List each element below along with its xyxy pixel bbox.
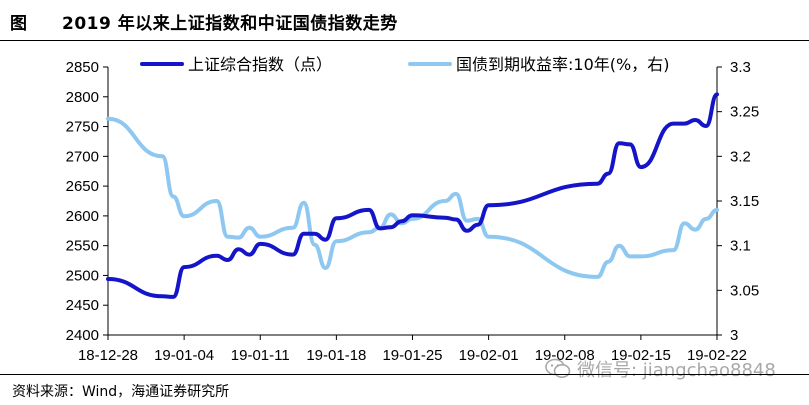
right-tick-label: 3.2 bbox=[730, 148, 751, 165]
legend-item-yield-label: 国债到期收益率:10年(%，右) bbox=[456, 55, 669, 74]
line-chart: 2400 2450 2500 2550 2600 2650 2700 2750 2800 2850… bbox=[66, 55, 760, 364]
left-tick-label: 2850 bbox=[66, 59, 99, 76]
x-tick-label: 19-02-01 bbox=[459, 347, 519, 364]
right-tick-label: 3.1 bbox=[730, 238, 751, 255]
x-tick-label: 19-01-25 bbox=[382, 347, 442, 364]
x-tick-label: 19-02-22 bbox=[687, 347, 747, 364]
right-tick-label: 3.05 bbox=[730, 282, 759, 299]
series-line-index bbox=[106, 92, 719, 299]
watermark-text: 微信号: jiangchao8848 bbox=[577, 360, 776, 381]
left-tick-label: 2400 bbox=[66, 327, 99, 344]
left-tick-label: 2700 bbox=[66, 148, 99, 165]
left-tick-label: 2500 bbox=[66, 267, 99, 284]
left-tick-label: 2600 bbox=[66, 208, 99, 225]
left-tick-label: 2800 bbox=[66, 89, 99, 106]
x-tick-label: 19-02-15 bbox=[611, 347, 671, 364]
x-tick-label: 18-12-28 bbox=[78, 347, 138, 364]
x-tick-label: 19-01-11 bbox=[231, 347, 290, 364]
x-tick-label: 19-02-08 bbox=[535, 347, 595, 364]
right-tick-label: 3.15 bbox=[730, 193, 759, 210]
watermark: 微信号: jiangchao8848 bbox=[545, 356, 776, 382]
figure-title: 2019 年以来上证指数和中证国债指数走势 bbox=[62, 14, 398, 34]
figure-label: 图 bbox=[10, 14, 27, 34]
right-tick-label: 3.25 bbox=[730, 104, 759, 121]
left-tick-label: 2750 bbox=[66, 119, 99, 136]
source-bar: 资料来源：Wind，海通证券研究所 bbox=[0, 374, 809, 405]
right-tick-label: 3.3 bbox=[730, 59, 751, 76]
left-tick-label: 2550 bbox=[66, 238, 99, 255]
right-tick-label: 3 bbox=[730, 327, 738, 344]
x-tick-label: 19-01-18 bbox=[306, 347, 366, 364]
left-tick-label: 2450 bbox=[66, 297, 99, 314]
x-tick-label: 19-01-04 bbox=[154, 347, 214, 364]
figure-title-bar: 图 2019 年以来上证指数和中证国债指数走势 bbox=[0, 0, 809, 41]
legend-item-index-label: 上证综合指数（点） bbox=[188, 55, 332, 74]
source-note: 资料来源：Wind，海通证券研究所 bbox=[12, 384, 230, 400]
left-tick-label: 2650 bbox=[66, 178, 99, 195]
